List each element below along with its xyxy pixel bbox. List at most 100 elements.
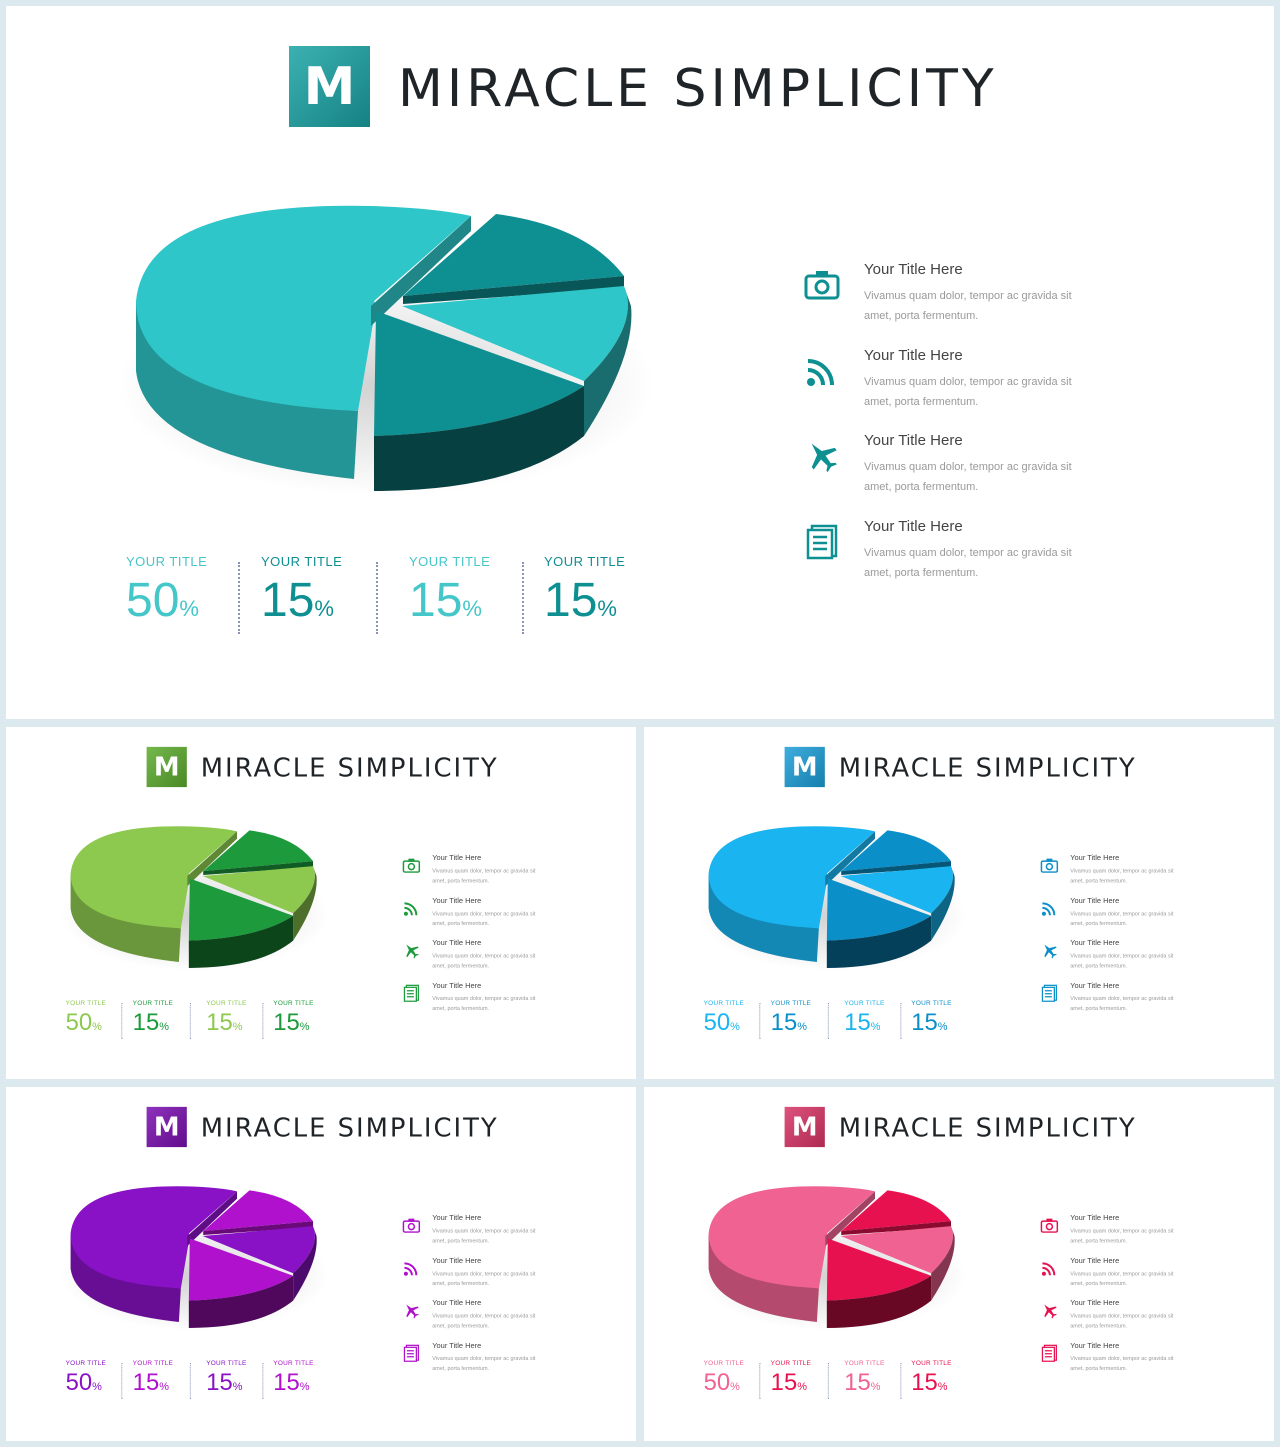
pie-slice-15b-top [840, 866, 953, 914]
feature-item: Your Title Here Vivamus quam dolor, temp… [796, 432, 1126, 512]
feature-title: Your Title Here [1070, 853, 1120, 863]
document-icon [804, 524, 840, 560]
pie-slice-50-side [708, 873, 819, 962]
slide-header: M MIRACLE SIMPLICITY [644, 746, 1274, 788]
feature-title: Your Title Here [1070, 981, 1120, 990]
stat-number: 15 [409, 574, 463, 627]
stat-value: 50% [66, 1009, 126, 1041]
stat-item: YOUR TITLE 15% [206, 1359, 266, 1401]
pie-slice-15a-top [841, 830, 952, 872]
feature-item: Your Title Here Vivamus quam dolor, temp… [796, 261, 1126, 341]
stat-divider [189, 1363, 191, 1399]
stat-unit: % [870, 1380, 881, 1393]
pie-slice-15c-top [826, 1238, 932, 1301]
stat-item: YOUR TITLE 15% [544, 554, 664, 639]
stat-number: 15 [770, 1009, 798, 1036]
pie-slice-50-top [70, 1186, 238, 1289]
feature-item: Your Title Here Vivamus quam dolor, temp… [1036, 896, 1200, 936]
brand-title: MIRACLE SIMPLICITY [200, 753, 499, 784]
pie-slice-15c-top [826, 878, 932, 941]
brand-title: MIRACLE SIMPLICITY [838, 753, 1137, 784]
stat-value: 15% [544, 573, 664, 637]
feature-item: Your Title Here Vivamus quam dolor, temp… [1036, 1256, 1200, 1296]
airplane-icon [402, 942, 420, 960]
stat-label: YOUR TITLE [409, 554, 491, 569]
stat-label: YOUR TITLE [703, 1359, 745, 1367]
stat-value: 15% [409, 573, 529, 637]
pie-slice-15c-top [188, 878, 294, 941]
pie-container [56, 1176, 334, 1340]
feature-description: Vivamus quam dolor, tempor ac gravida si… [1070, 1228, 1174, 1244]
stat-divider [827, 1363, 829, 1399]
stat-label: YOUR TITLE [65, 999, 107, 1007]
feature-item: Your Title Here Vivamus quam dolor, temp… [1036, 1341, 1200, 1381]
stat-unit: % [797, 1380, 807, 1393]
stat-unit: % [870, 1020, 881, 1033]
stat-number: 15 [911, 1009, 938, 1036]
pie-slice-50-side [70, 873, 181, 962]
stat-unit: % [159, 1020, 169, 1033]
feature-item: Your Title Here Vivamus quam dolor, temp… [398, 1299, 562, 1339]
stat-label: YOUR TITLE [844, 1359, 885, 1367]
rss-icon [402, 899, 420, 917]
feature-item: Your Title Here Vivamus quam dolor, temp… [1036, 1299, 1200, 1339]
pie-slice-15b-top [402, 286, 628, 381]
stat-value: 15% [133, 1369, 193, 1401]
stat-divider [262, 1363, 264, 1399]
stat-unit: % [730, 1020, 740, 1033]
pie-chart [698, 1186, 967, 1331]
stat-value: 15% [771, 1009, 831, 1041]
pie-slice-15a-top [203, 1190, 314, 1232]
slide-header: M MIRACLE SIMPLICITY [6, 746, 636, 788]
stat-number: 15 [261, 574, 315, 627]
stat-item: YOUR TITLE 15% [844, 1359, 904, 1401]
feature-title: Your Title Here [864, 517, 963, 535]
stat-item: YOUR TITLE 15% [261, 554, 381, 639]
feature-item: Your Title Here Vivamus quam dolor, temp… [1036, 1214, 1200, 1254]
brand-title: MIRACLE SIMPLICITY [200, 1113, 499, 1144]
feature-item: Your Title Here Vivamus quam dolor, temp… [398, 1341, 562, 1381]
feature-title: Your Title Here [432, 1341, 482, 1350]
feature-item: Your Title Here Vivamus quam dolor, temp… [398, 939, 562, 979]
stat-label: YOUR TITLE [132, 999, 174, 1007]
feature-title: Your Title Here [864, 432, 963, 449]
feature-item: Your Title Here Vivamus quam dolor, temp… [398, 1256, 562, 1296]
stat-divider [522, 562, 524, 634]
feature-item: Your Title Here Vivamus quam dolor, temp… [398, 854, 562, 894]
stat-number: 15 [132, 1009, 160, 1036]
pie-slice-50-top [70, 826, 238, 929]
pie-slice-50-top [136, 205, 471, 411]
stat-divider [121, 1363, 123, 1399]
feature-description: Vivamus quam dolor, tempor ac gravida si… [432, 910, 536, 927]
stat-unit: % [299, 1380, 310, 1393]
pie-slice-50-top [708, 1186, 876, 1289]
pie-container [694, 816, 972, 980]
feature-description: Vivamus quam dolor, tempor ac gravida si… [1070, 1270, 1174, 1287]
stat-divider [238, 562, 240, 634]
stat-value: 15% [261, 573, 381, 637]
airplane-icon [1040, 942, 1058, 960]
pie-container [56, 816, 334, 980]
feature-title: Your Title Here [1070, 1298, 1120, 1308]
feature-item: Your Title Here Vivamus quam dolor, temp… [398, 1214, 562, 1254]
stat-value: 15% [771, 1369, 831, 1401]
stat-unit: % [179, 596, 199, 621]
stat-number: 50 [65, 1009, 93, 1036]
feature-title: Your Title Here [432, 938, 482, 948]
stat-label: YOUR TITLE [206, 999, 247, 1007]
stat-item: YOUR TITLE 15% [273, 1359, 333, 1401]
feature-description: Vivamus quam dolor, tempor ac gravida si… [1070, 910, 1174, 927]
feature-description: Vivamus quam dolor, tempor ac gravida si… [432, 1228, 536, 1244]
pie-slice-50-side [136, 301, 358, 479]
stat-item: YOUR TITLE 50% [66, 999, 126, 1041]
feature-title: Your Title Here [1070, 1341, 1120, 1350]
stat-item: YOUR TITLE 15% [771, 1359, 831, 1401]
slide-pink: M MIRACLE SIMPLICITY YOUR TITLE 50% YOUR… [644, 1087, 1274, 1441]
stat-unit: % [314, 596, 334, 621]
stat-label: YOUR TITLE [261, 554, 343, 569]
document-icon [1040, 984, 1058, 1002]
feature-description: Vivamus quam dolor, tempor ac gravida si… [1070, 868, 1174, 884]
rss-icon [402, 1259, 420, 1277]
stat-value: 15% [206, 1009, 266, 1041]
stat-number: 15 [132, 1369, 160, 1396]
